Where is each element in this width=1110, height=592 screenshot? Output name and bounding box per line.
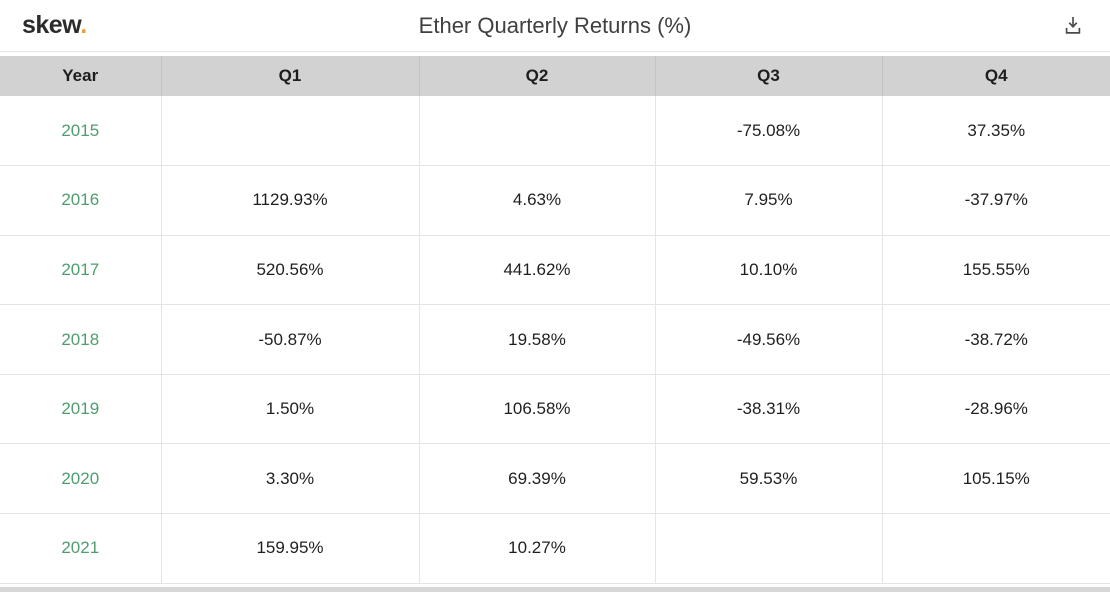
download-button[interactable] [1058,11,1088,41]
table-row: 2017 520.56% 441.62% 10.10% 155.55% [0,235,1110,306]
value-cell-q3: -75.08% [655,96,883,167]
value-cell-q4 [882,513,1110,584]
value-cell-q1: 1129.93% [161,165,420,236]
value-cell-q3: 10.10% [655,235,883,306]
header-row: Year Q1 Q2 Q3 Q4 [0,56,1110,96]
year-cell[interactable]: 2020 [0,443,162,515]
value-cell-q2: 4.63% [419,165,656,236]
logo-dot: . [80,11,87,39]
download-icon [1062,15,1084,37]
table-row: 2021 159.95% 10.27% [0,513,1110,584]
skew-logo[interactable]: skew. [22,11,87,40]
value-cell-q1: 520.56% [161,235,420,306]
value-cell-q3: 59.53% [655,443,883,515]
value-cell-q2: 19.58% [419,304,656,375]
year-cell[interactable]: 2021 [0,513,162,584]
value-cell-q2: 106.58% [419,374,656,445]
table-row: 2020 3.30% 69.39% 59.53% 105.15% [0,443,1110,515]
quarterly-returns-table: Year Q1 Q2 Q3 Q4 2015 -75.08% 37.35% 2016 1129.9… [0,56,1110,584]
year-cell[interactable]: 2018 [0,304,162,375]
value-cell-q2: 441.62% [419,235,656,306]
year-cell[interactable]: 2016 [0,165,162,236]
header-cell-q4: Q4 [882,56,1110,96]
table-row: 2015 -75.08% 37.35% [0,96,1110,167]
topbar-table-gap [0,52,1110,56]
year-cell[interactable]: 2017 [0,235,162,306]
value-cell-q4: 155.55% [882,235,1110,306]
page-title: Ether Quarterly Returns (%) [418,12,692,38]
value-cell-q1: 3.30% [161,443,420,515]
value-cell-q4: -28.96% [882,374,1110,445]
value-cell-q1: 159.95% [161,513,420,584]
value-cell-q3: -38.31% [655,374,883,445]
value-cell-q1: 1.50% [161,374,420,445]
value-cell-q2 [419,96,656,167]
table-body: 2015 -75.08% 37.35% 2016 1129.93% 4.63% 7.95% -… [0,96,1110,584]
value-cell-q3 [655,513,883,584]
logo-text: skew [22,11,81,39]
year-cell[interactable]: 2015 [0,96,162,167]
table-row: 2018 -50.87% 19.58% -49.56% -38.72% [0,304,1110,375]
value-cell-q1: -50.87% [161,304,420,375]
bottom-strip [0,587,1110,592]
table-row: 2016 1129.93% 4.63% 7.95% -37.97% [0,165,1110,236]
value-cell-q4: -38.72% [882,304,1110,375]
value-cell-q2: 10.27% [419,513,656,584]
table-row: 2019 1.50% 106.58% -38.31% -28.96% [0,374,1110,445]
year-cell[interactable]: 2019 [0,374,162,445]
value-cell-q2: 69.39% [419,443,656,515]
topbar: skew. Ether Quarterly Returns (%) [0,0,1110,52]
header-cell-q1: Q1 [161,56,420,96]
value-cell-q1 [161,96,420,167]
value-cell-q3: -49.56% [655,304,883,375]
header-cell-q3: Q3 [655,56,883,96]
value-cell-q4: 105.15% [882,443,1110,515]
value-cell-q3: 7.95% [655,165,883,236]
header-cell-q2: Q2 [419,56,656,96]
value-cell-q4: -37.97% [882,165,1110,236]
header-cell-year: Year [0,56,162,96]
value-cell-q4: 37.35% [882,96,1110,167]
